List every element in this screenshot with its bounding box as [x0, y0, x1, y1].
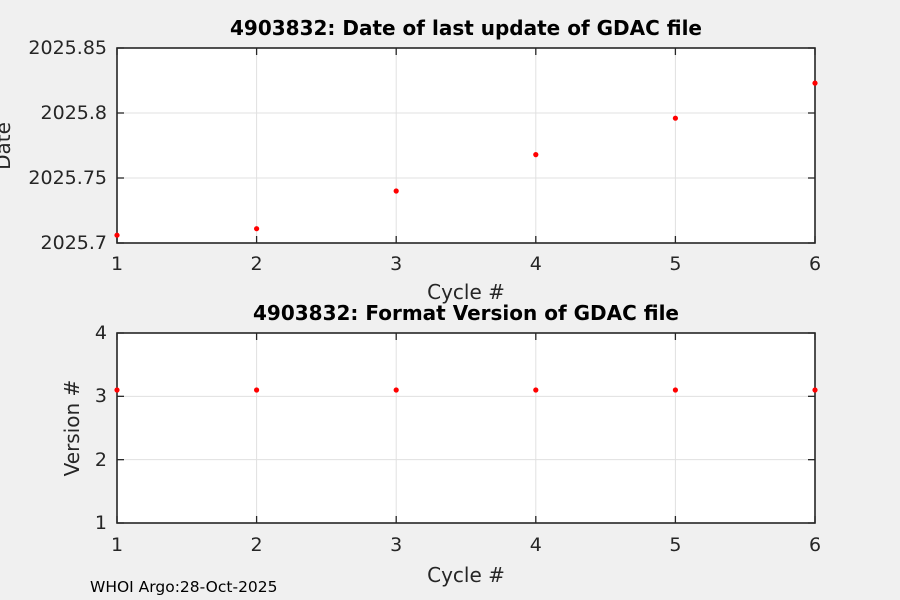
y-tick-label: 4 [94, 322, 107, 344]
data-point [672, 115, 679, 121]
x-tick-label: 5 [669, 253, 682, 275]
plot-background [117, 333, 815, 523]
data-point [533, 387, 539, 393]
x-tick-label: 2 [250, 534, 263, 556]
x-axis-label-top: Cycle # [427, 280, 505, 304]
x-tick-label: 6 [808, 253, 822, 275]
x-tick-label: 2 [250, 253, 263, 275]
x-tick-label: 4 [529, 253, 542, 275]
axes-box [116, 332, 816, 524]
y-tick-label: 2 [94, 448, 107, 471]
y-axis-label-bottom: Version # [60, 379, 84, 477]
data-point [114, 232, 120, 238]
plot-background [117, 48, 815, 243]
x-axis-label-bottom: Cycle # [427, 563, 505, 587]
data-point [254, 226, 260, 232]
axes-box [116, 47, 816, 244]
y-tick-label: 2025.75 [28, 167, 107, 189]
data-point [254, 387, 260, 393]
x-tick-label: 3 [390, 253, 403, 275]
watermark-text: WHOI Argo:28-Oct-2025 [90, 578, 278, 596]
data-point [812, 80, 818, 86]
chart-title-bottom: 4903832: Format Version of GDAC file [253, 301, 679, 325]
x-tick-label: 4 [529, 534, 542, 556]
data-point [393, 188, 399, 194]
chart-title-top: 4903832: Date of last update of GDAC fil… [230, 16, 702, 40]
y-tick-label: 1 [94, 512, 107, 534]
data-point [672, 387, 679, 393]
x-tick-label: 1 [110, 534, 124, 556]
plot-area-top [114, 47, 818, 244]
x-tick-label: 6 [808, 534, 822, 556]
x-tick-label: 5 [669, 534, 682, 556]
y-tick-label: 2025.8 [40, 102, 107, 124]
x-tick-label: 1 [110, 253, 124, 275]
y-tick-label: 2025.85 [28, 37, 107, 59]
data-point [393, 387, 399, 393]
plot-area-bottom [114, 332, 818, 524]
data-point [533, 152, 539, 158]
y-tick-label: 3 [94, 385, 107, 408]
y-tick-label: 2025.7 [40, 232, 107, 254]
x-tick-label: 3 [390, 534, 403, 556]
data-point [812, 387, 818, 393]
data-point [114, 387, 120, 393]
